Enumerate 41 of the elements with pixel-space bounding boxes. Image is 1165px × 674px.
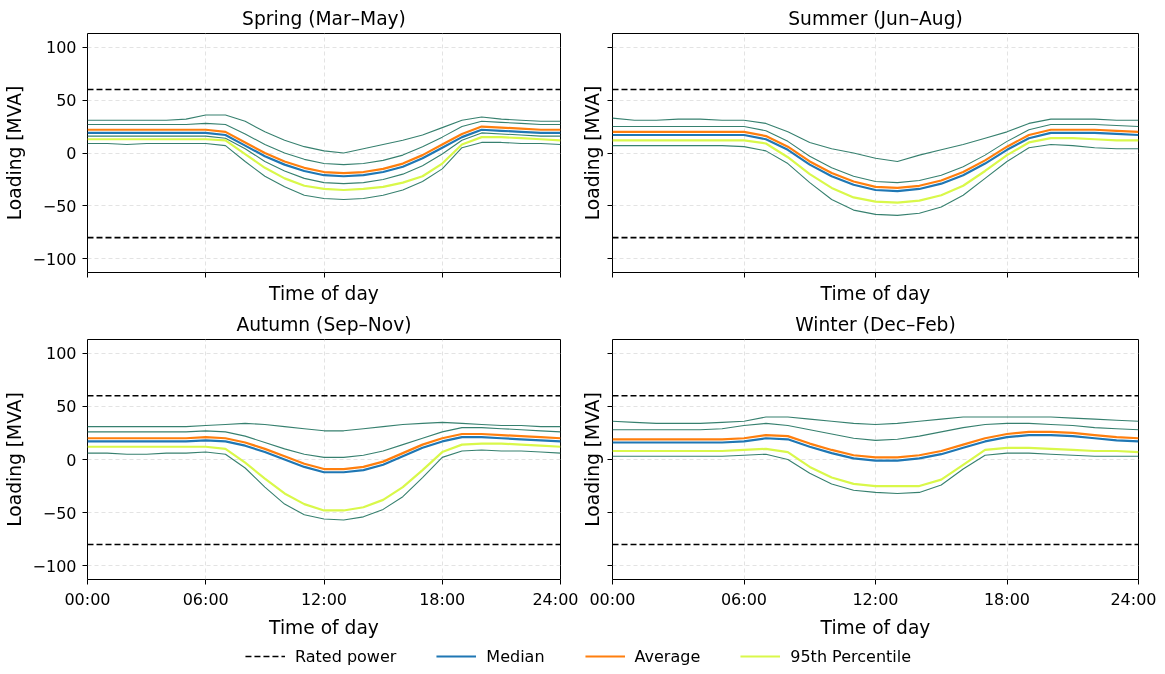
chart-title: Spring (Mar–May) <box>242 7 406 29</box>
y-axis-title: Loading [MVA] <box>581 85 603 221</box>
y-tick-label: −50 <box>42 196 77 216</box>
legend-label: Rated power <box>294 646 397 666</box>
line-series <box>87 141 561 201</box>
x-tick-label: 24:00 <box>532 589 579 609</box>
y-tick-label: 50 <box>56 91 77 111</box>
x-tick-label: 12:00 <box>300 589 348 609</box>
x-axis-title: Time of day <box>819 616 931 638</box>
y-tick-label: −100 <box>32 249 77 269</box>
y-tick-label: 50 <box>56 397 77 417</box>
legend-label: 95th Percentile <box>790 646 912 666</box>
y-axis-title: Loading [MVA] <box>581 392 603 527</box>
x-axis-title: Time of day <box>819 282 931 304</box>
x-tick-label: 00:00 <box>589 589 636 609</box>
x-tick-label: 18:00 <box>419 589 466 609</box>
chart-title: Winter (Dec–Feb) <box>795 313 956 335</box>
x-axis-title: Time of day <box>268 616 379 638</box>
y-tick-label: 100 <box>45 38 77 58</box>
x-tick-label: 24:00 <box>1110 589 1157 609</box>
line-series <box>87 449 561 521</box>
line-series <box>87 136 561 192</box>
x-axis-title: Time of day <box>268 282 379 304</box>
x-tick-label: 06:00 <box>182 589 229 609</box>
legend-label: Average <box>634 646 701 666</box>
line-series <box>87 132 561 185</box>
y-tick-label: 0 <box>66 450 77 470</box>
x-tick-label: 12:00 <box>852 589 899 609</box>
legend-label: Median <box>486 646 545 666</box>
chart-title: Summer (Jun–Aug) <box>788 7 963 29</box>
line-series <box>87 442 561 512</box>
chart-title: Autumn (Sep–Nov) <box>236 313 412 335</box>
y-axis-title: Loading [MVA] <box>3 392 25 527</box>
x-tick-label: 18:00 <box>983 589 1031 609</box>
x-tick-label: 06:00 <box>720 589 768 609</box>
y-axis-title: Loading [MVA] <box>3 85 25 221</box>
y-tick-label: 0 <box>66 144 77 163</box>
x-tick-label: 00:00 <box>64 589 111 609</box>
y-tick-label: −100 <box>32 556 77 576</box>
y-tick-label: −50 <box>42 503 77 523</box>
y-tick-label: 100 <box>45 344 77 364</box>
